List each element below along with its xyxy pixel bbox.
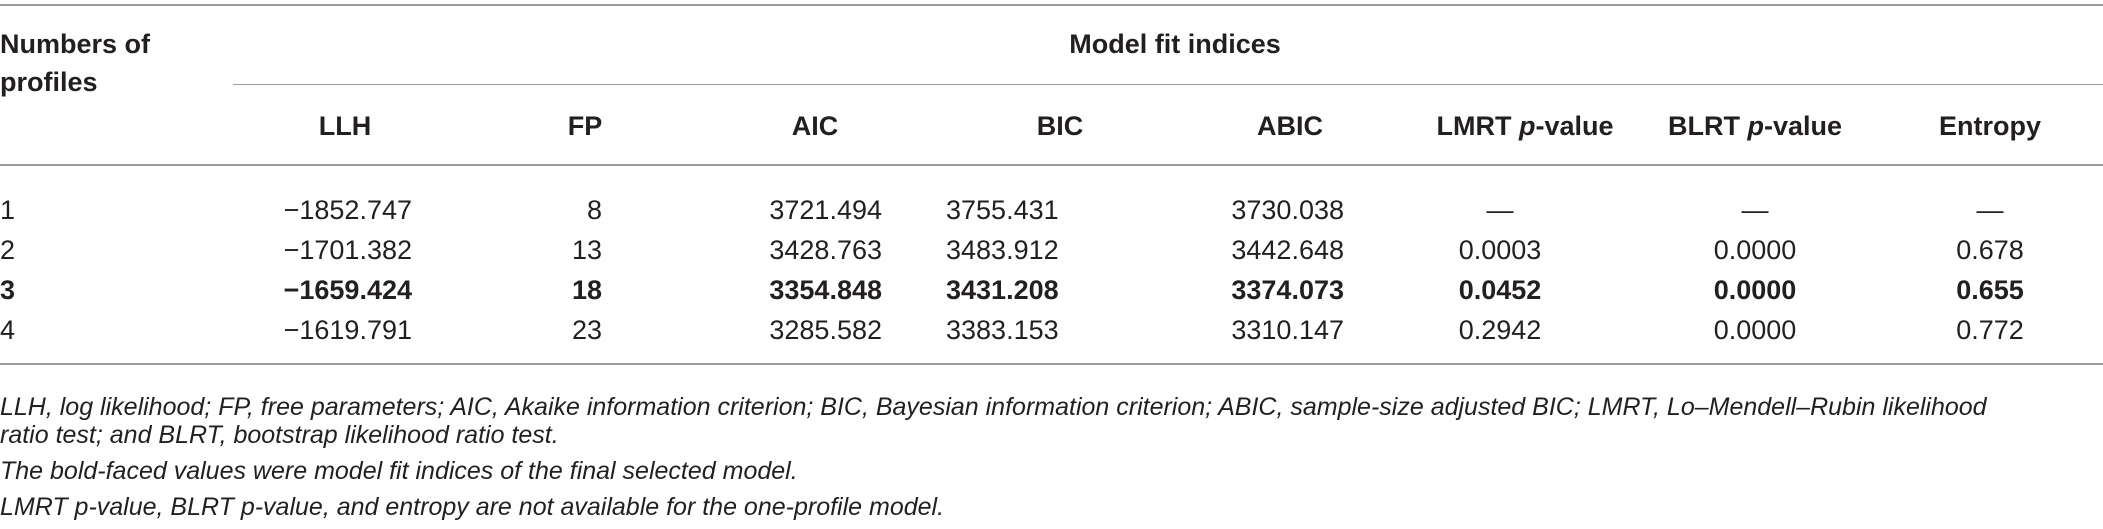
cell-lmrt: 0.0003: [1458, 235, 1542, 265]
lmrt-prefix: LMRT: [1436, 111, 1519, 141]
cell-lmrt: —: [1486, 195, 1514, 225]
cell-lmrt: 0.0452: [1458, 275, 1542, 305]
profiles-header-line2: profiles: [0, 67, 98, 97]
cell-profiles: 2: [0, 235, 16, 265]
cell-bic: 3755.431: [946, 195, 1059, 225]
cell-blrt: 0.0000: [1713, 275, 1797, 305]
cell-fp: 8: [586, 195, 602, 225]
col-header-blrt: BLRT p-value: [1640, 110, 1870, 142]
col-header-bic: BIC: [1036, 111, 1084, 141]
cell-aic: 3354.848: [769, 275, 882, 305]
col-header-fp: FP: [567, 111, 603, 141]
cell-lmrt: 0.2942: [1458, 315, 1542, 345]
lmrt-p: p: [1518, 111, 1536, 141]
col-header-entropy: Entropy: [1938, 111, 2041, 141]
cell-blrt: —: [1741, 195, 1769, 225]
cell-entropy: 0.772: [1956, 315, 2024, 345]
cell-abic: 3310.147: [1231, 315, 1344, 345]
cell-blrt: 0.0000: [1713, 235, 1797, 265]
cell-llh: −1852.747: [283, 195, 412, 225]
cell-profiles: 1: [0, 195, 16, 225]
cell-entropy: —: [1976, 195, 2004, 225]
cell-bic: 3483.912: [946, 235, 1059, 265]
cell-aic: 3428.763: [769, 235, 882, 265]
lmrt-suffix: -value: [1535, 111, 1614, 141]
blrt-p: p: [1747, 111, 1764, 141]
table-row: 1 −1852.747 8 3721.494 3755.431 3730.038 — — —: [0, 190, 2103, 230]
cell-fp: 23: [571, 315, 602, 345]
cell-entropy: 0.678: [1956, 235, 2024, 265]
table-row: 2 −1701.382 13 3428.763 3483.912 3442.648 0.00…: [0, 230, 2103, 270]
note-abbreviations-line1: LLH, log likelihood; FP, free parameters…: [0, 393, 1987, 421]
col-header-abic: ABIC: [1257, 111, 1323, 141]
cell-aic: 3721.494: [769, 195, 882, 225]
table-top-rule: [0, 4, 2103, 6]
cell-llh: −1619.791: [283, 315, 412, 345]
cell-abic: 3374.073: [1231, 275, 1344, 305]
cell-entropy: 0.655: [1956, 275, 2024, 305]
cell-bic: 3383.153: [946, 315, 1059, 345]
group-header-rule: [233, 84, 2103, 85]
note-abbreviations-line2: ratio test; and BLRT, bootstrap likeliho…: [0, 421, 559, 449]
note-bold-values: The bold-faced values were model fit ind…: [0, 457, 798, 485]
cell-blrt: 0.0000: [1713, 315, 1797, 345]
model-fit-indices-header: Model fit indices: [1069, 29, 1281, 59]
col-header-lmrt: LMRT p-value: [1410, 110, 1640, 142]
blrt-suffix: -value: [1763, 111, 1843, 141]
cell-bic: 3431.208: [946, 275, 1059, 305]
header-bottom-rule: [0, 164, 2103, 166]
cell-aic: 3285.582: [769, 315, 882, 345]
profiles-header-line1: Numbers of: [0, 29, 151, 59]
blrt-prefix: BLRT: [1667, 111, 1748, 141]
cell-profiles: 3: [0, 275, 16, 305]
cell-profiles: 4: [0, 315, 16, 345]
cell-llh: −1701.382: [283, 235, 412, 265]
table-row: 3 −1659.424 18 3354.848 3431.208 3374.073 0.04…: [0, 270, 2103, 310]
note-availability: LMRT p-value, BLRT p-value, and entropy …: [0, 493, 945, 521]
col-header-aic: AIC: [791, 111, 839, 141]
cell-fp: 13: [571, 235, 602, 265]
cell-llh: −1659.424: [283, 275, 412, 305]
cell-fp: 18: [571, 275, 602, 305]
cell-abic: 3730.038: [1231, 195, 1344, 225]
col-header-llh: LLH: [318, 111, 372, 141]
table-row: 4 −1619.791 23 3285.582 3383.153 3310.147 0.29…: [0, 310, 2103, 350]
table-bottom-rule: [0, 363, 2103, 365]
cell-abic: 3442.648: [1231, 235, 1344, 265]
